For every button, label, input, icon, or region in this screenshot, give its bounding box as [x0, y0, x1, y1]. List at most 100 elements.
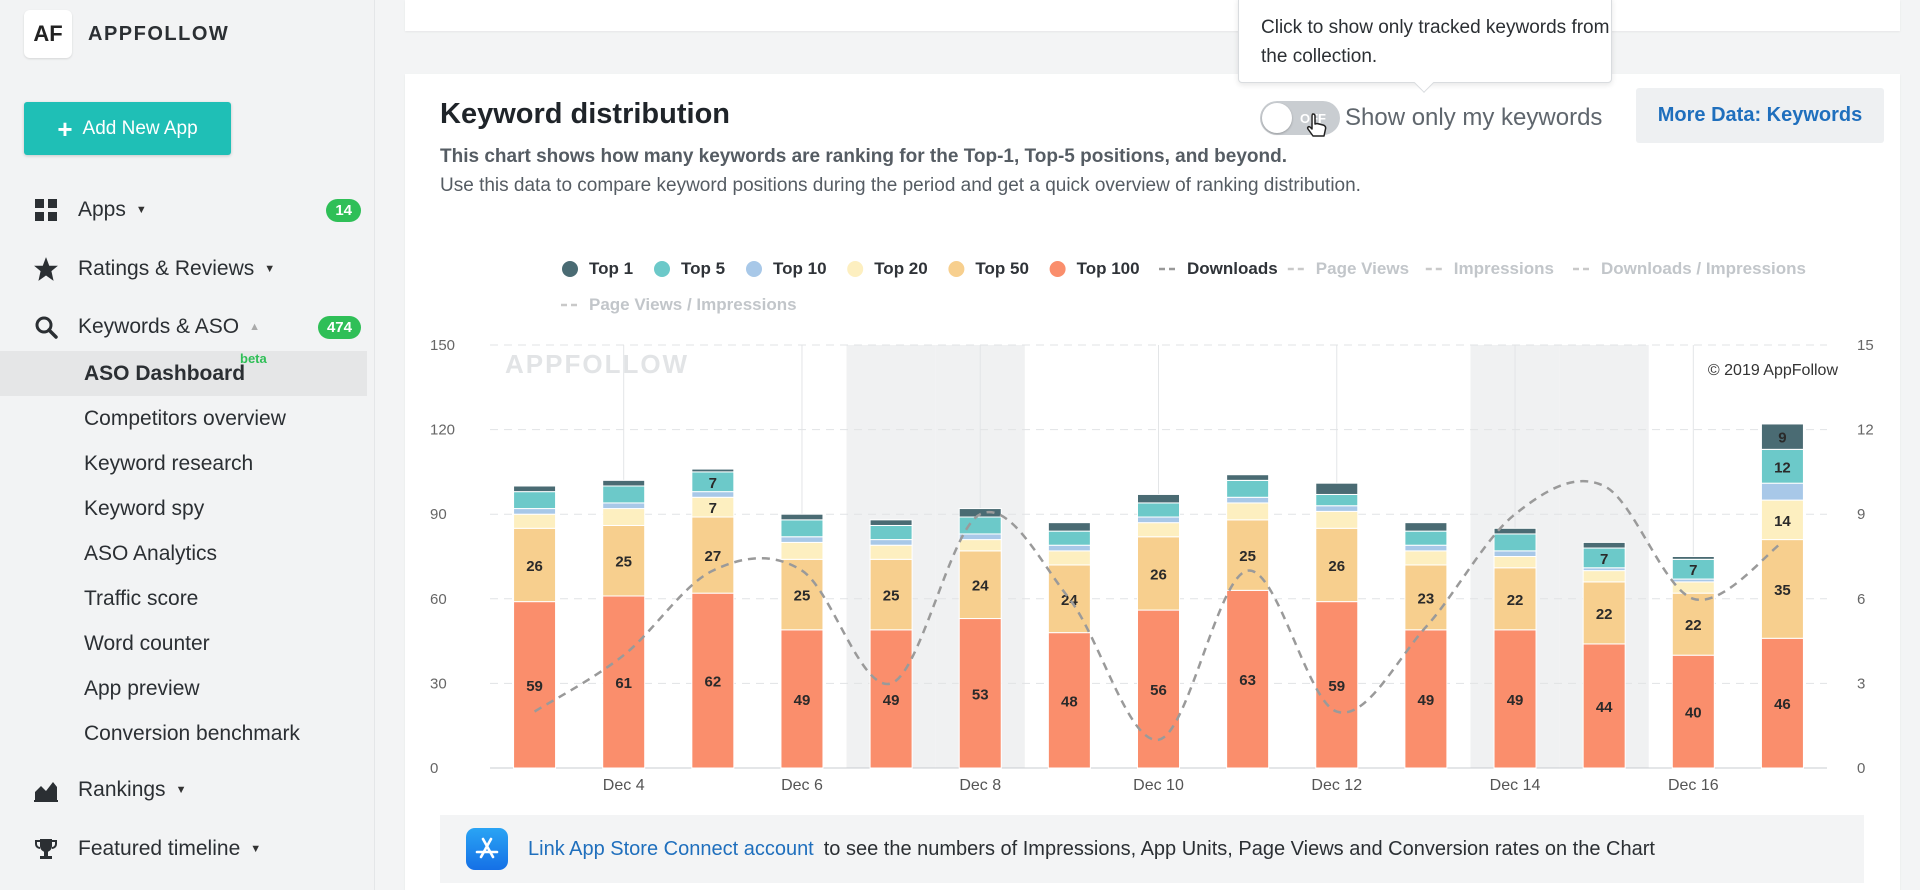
plus-icon: + — [57, 113, 73, 144]
bar-value-label: 23 — [1418, 590, 1435, 607]
y-tick-label: 30 — [430, 675, 447, 692]
chevron-down-icon: ▼ — [250, 843, 262, 855]
bar-segment — [1582, 570, 1626, 583]
sidebar-item-keywords-aso[interactable]: Keywords & ASO ▲ 474 — [0, 305, 375, 349]
sidebar-item-featured-timeline[interactable]: Featured timeline ▼ — [0, 827, 375, 871]
bar-segment — [1137, 493, 1180, 504]
sidebar-subitem-aso-dashboard[interactable]: ASO Dashboard beta — [0, 351, 367, 396]
sidebar-item-featured-label: Featured timeline — [78, 837, 241, 860]
trophy-icon — [33, 836, 59, 862]
more-data-keywords-button[interactable]: More Data: Keywords — [1636, 88, 1884, 143]
bar-segment — [958, 516, 1002, 535]
x-tick-label: Dec 8 — [959, 777, 1001, 794]
bar-segment — [1582, 643, 1626, 769]
chevron-up-icon: ▲ — [249, 321, 260, 333]
star-icon — [33, 256, 59, 282]
bar-segment — [958, 508, 1002, 518]
sidebar-subitem-conversion-benchmark[interactable]: Conversion benchmark — [0, 711, 367, 756]
sidebar-item-rankings[interactable]: Rankings ▼ — [0, 768, 375, 812]
bar-value-label: 22 — [1685, 617, 1702, 634]
bar-value-label: 59 — [1328, 678, 1345, 695]
bar-segment — [869, 524, 913, 541]
sidebar-subitem-aso-analytics[interactable]: ASO Analytics — [0, 531, 367, 576]
bar-segment — [691, 592, 735, 769]
show-my-keywords-label[interactable]: Show only my keywords — [1345, 104, 1603, 131]
show-my-keywords-toggle[interactable]: OFF — [1260, 101, 1340, 135]
sidebar-subitem-label: ASO Dashboard — [84, 361, 246, 385]
bar-value-label: 44 — [1596, 699, 1613, 716]
y2-tick-label: 6 — [1857, 591, 1865, 608]
bar-value-label: 26 — [1150, 566, 1167, 583]
bar-value-label: 22 — [1507, 592, 1524, 609]
bar-segment — [1315, 510, 1359, 529]
legend-label: Page Views — [1316, 259, 1409, 278]
logo-name: APPFOLLOW — [88, 22, 230, 45]
bar-value-label: 12 — [1774, 459, 1791, 476]
x-tick-label: Dec 12 — [1311, 777, 1362, 794]
bar-segment — [1315, 482, 1359, 495]
bar-segment — [1047, 544, 1091, 552]
bar-value-label: 26 — [1328, 558, 1345, 575]
grid-icon — [33, 197, 59, 223]
bar-segment — [1047, 522, 1091, 532]
link-bar-text: to see the numbers of Impressions, App U… — [823, 837, 1655, 860]
sidebar-subitem-label: Traffic score — [84, 586, 199, 610]
bar-segment — [1404, 522, 1448, 532]
keywords-count-badge: 474 — [317, 315, 361, 339]
x-tick-label: Dec 6 — [781, 777, 823, 794]
sidebar-subitem-word-counter[interactable]: Word counter — [0, 621, 367, 666]
bar-value-label: 7 — [709, 500, 717, 517]
bar-value-label: 7 — [1600, 551, 1608, 568]
bar-value-label: 25 — [615, 554, 632, 571]
legend-dot — [562, 261, 578, 277]
bar-segment — [1404, 544, 1448, 552]
bar-segment — [958, 539, 1002, 552]
sidebar-subitem-app-preview[interactable]: App preview — [0, 666, 367, 711]
sidebar-subitem-keyword-spy[interactable]: Keyword spy — [0, 486, 367, 531]
bar-segment — [1137, 516, 1180, 524]
sidebar-item-ratings-reviews[interactable]: Ratings & Reviews ▼ — [0, 247, 375, 291]
y-tick-label: 150 — [430, 337, 455, 354]
add-new-app-button[interactable]: + Add New App — [24, 102, 231, 155]
legend-dot — [847, 261, 864, 277]
sidebar-item-apps[interactable]: Apps ▼ 14 — [0, 188, 375, 232]
legend-label: Top 50 — [975, 259, 1029, 278]
bar-value-label: 49 — [794, 692, 811, 709]
sidebar-subitem-label: Competitors overview — [84, 406, 286, 430]
copyright-text: © 2019 AppFollow — [1708, 362, 1839, 379]
card-title: Keyword distribution — [440, 98, 730, 130]
bar-value-label: 24 — [972, 578, 989, 595]
keyword-distribution-card: Keyword distribution This chart shows ho… — [405, 74, 1900, 890]
logo[interactable]: AF APPFOLLOW — [24, 10, 229, 58]
bar-segment — [1671, 592, 1715, 656]
beta-badge: beta — [240, 351, 267, 366]
bar-segment — [602, 479, 646, 487]
sidebar-subitem-label: ASO Analytics — [84, 541, 218, 565]
bar-segment — [869, 558, 913, 631]
bar-segment — [958, 618, 1002, 769]
y2-tick-label: 0 — [1857, 760, 1865, 777]
bar-value-label: 14 — [1774, 513, 1791, 530]
chevron-down-icon: ▼ — [175, 784, 187, 796]
legend-label: Downloads — [1187, 259, 1278, 278]
bar-value-label: 26 — [526, 558, 543, 575]
y2-tick-label: 15 — [1857, 337, 1874, 354]
bar-segment — [1404, 530, 1448, 546]
legend-dot — [746, 261, 762, 277]
sidebar-subitem-keyword-research[interactable]: Keyword research — [0, 441, 367, 486]
y-tick-label: 120 — [430, 422, 455, 439]
bar-segment — [1226, 502, 1270, 521]
bar-segment — [869, 629, 913, 769]
card-description-bold: This chart shows how many keywords are r… — [440, 146, 1288, 167]
sidebar-subitem-competitors-overview[interactable]: Competitors overview — [0, 396, 367, 441]
bar-segment — [1315, 601, 1359, 769]
bar-segment — [780, 536, 824, 543]
bar-segment — [1315, 493, 1359, 507]
sidebar-subitem-traffic-score[interactable]: Traffic score — [0, 576, 367, 621]
bar-segment — [1582, 541, 1626, 549]
bar-segment — [1404, 564, 1448, 631]
bar-segment — [1760, 482, 1804, 501]
bar-segment — [602, 524, 646, 597]
y2-tick-label: 3 — [1857, 675, 1865, 692]
link-app-store-connect[interactable]: Link App Store Connect account — [528, 837, 814, 860]
